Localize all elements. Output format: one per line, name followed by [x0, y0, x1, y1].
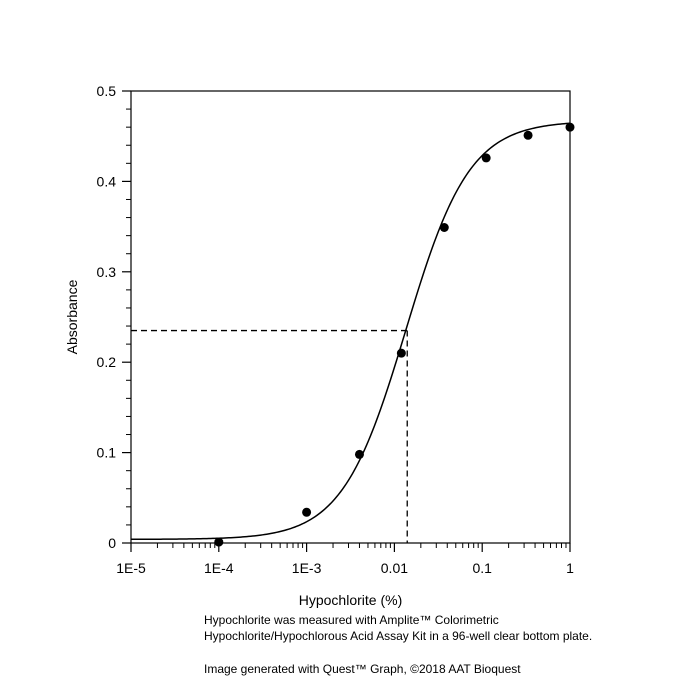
x-tick-label: 1E-5 [116, 560, 146, 576]
data-point [396, 348, 406, 358]
y-axis-ticks: 0 0.1 0.2 0.3 0.4 0.5 [97, 83, 131, 551]
y-tick-label: 0.1 [97, 445, 117, 461]
figure-caption: Hypochlorite was measured with Amplite™ … [204, 612, 592, 644]
x-tick-label: 1 [566, 560, 574, 576]
data-point [523, 130, 533, 140]
plot-frame [130, 90, 571, 544]
caption-line-1: Hypochlorite was measured with Amplite™ … [204, 613, 499, 627]
x-tick-label: 1E-3 [292, 560, 322, 576]
fit-curve [131, 122, 571, 541]
data-point [481, 153, 491, 163]
y-tick-label: 0 [108, 535, 116, 551]
data-points [214, 122, 575, 547]
data-point [354, 449, 364, 459]
data-point [439, 223, 449, 233]
x-tick-label: 1E-4 [204, 560, 234, 576]
image-credit: Image generated with Quest™ Graph, ©2018… [204, 662, 521, 676]
y-tick-label: 0.4 [97, 173, 117, 189]
x-axis-ticks: 1E-5 1E-4 1E-3 0.01 0.1 1 [116, 543, 574, 576]
caption-line-2: Hypochlorite/Hypochlorous Acid Assay Kit… [204, 629, 593, 643]
x-tick-label: 0.1 [472, 560, 492, 576]
data-point [565, 122, 575, 132]
y-axis-label: Absorbance [64, 279, 80, 354]
data-point [302, 507, 312, 517]
y-tick-label: 0.2 [97, 354, 117, 370]
x-axis-label: Hypochlorite (%) [299, 592, 402, 608]
y-tick-label: 0.5 [97, 83, 117, 99]
data-point [214, 537, 224, 547]
reference-lines [131, 329, 408, 543]
y-tick-label: 0.3 [97, 264, 117, 280]
x-tick-label: 0.01 [381, 560, 408, 576]
